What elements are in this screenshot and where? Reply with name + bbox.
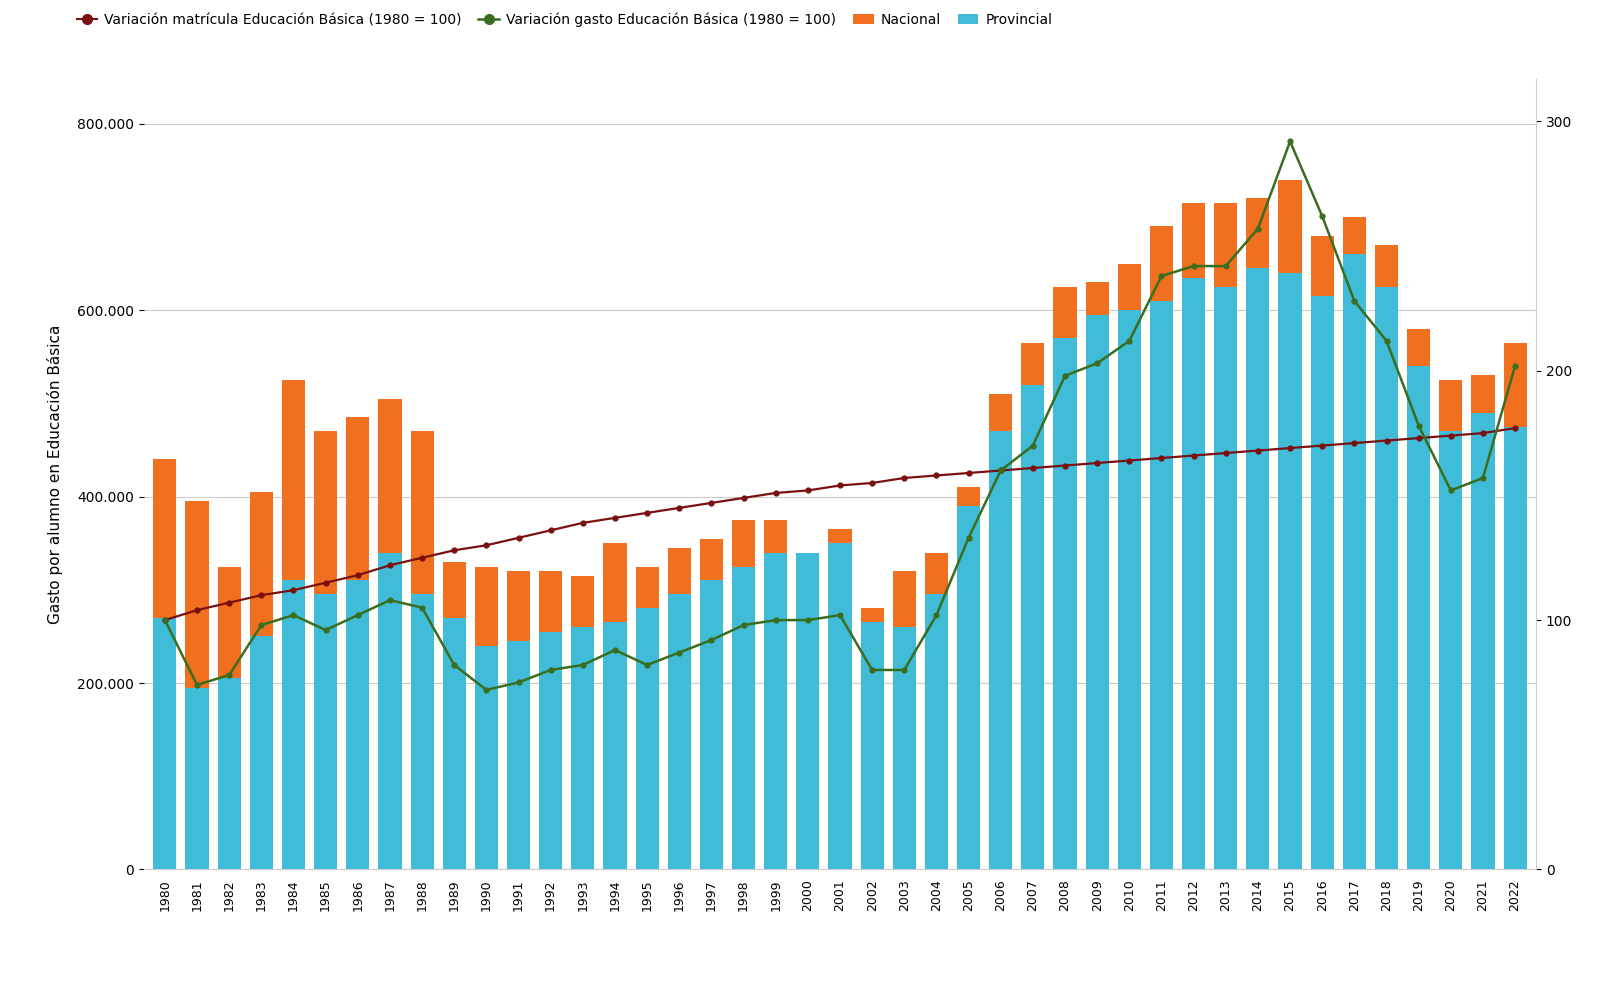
- Bar: [571, 576, 594, 627]
- Bar: [1406, 329, 1430, 367]
- Bar: [507, 641, 530, 869]
- Bar: [1278, 273, 1302, 869]
- Bar: [186, 501, 208, 688]
- Bar: [731, 520, 755, 566]
- Bar: [1310, 235, 1334, 296]
- Bar: [282, 380, 306, 581]
- Bar: [411, 432, 434, 595]
- Bar: [1118, 310, 1141, 869]
- Bar: [667, 595, 691, 869]
- Bar: [507, 571, 530, 641]
- Bar: [1504, 343, 1526, 427]
- Bar: [1086, 315, 1109, 869]
- Bar: [250, 492, 274, 636]
- Bar: [765, 520, 787, 552]
- Bar: [1182, 278, 1205, 869]
- Bar: [925, 552, 949, 595]
- Bar: [218, 679, 240, 869]
- Bar: [443, 618, 466, 869]
- Bar: [250, 636, 274, 869]
- Bar: [571, 627, 594, 869]
- Legend: Variación matrícula Educación Básica (1980 = 100), Variación gasto Educación Bás: Variación matrícula Educación Básica (19…: [70, 7, 1058, 33]
- Bar: [218, 566, 240, 679]
- Bar: [1150, 226, 1173, 301]
- Bar: [1440, 380, 1462, 432]
- Bar: [282, 581, 306, 869]
- Bar: [1086, 283, 1109, 315]
- Bar: [1021, 343, 1045, 384]
- Bar: [635, 566, 659, 609]
- Bar: [765, 552, 787, 869]
- Bar: [475, 646, 498, 869]
- Bar: [699, 581, 723, 869]
- Bar: [378, 399, 402, 552]
- Bar: [1310, 296, 1334, 869]
- Bar: [603, 543, 627, 622]
- Bar: [893, 571, 915, 627]
- Bar: [989, 394, 1013, 432]
- Bar: [829, 530, 851, 543]
- Bar: [829, 543, 851, 869]
- Bar: [1504, 427, 1526, 869]
- Bar: [1182, 203, 1205, 278]
- Bar: [539, 631, 562, 869]
- Bar: [635, 609, 659, 869]
- Bar: [1374, 245, 1398, 287]
- Bar: [314, 595, 338, 869]
- Bar: [1406, 367, 1430, 869]
- Bar: [1440, 432, 1462, 869]
- Bar: [731, 566, 755, 869]
- Bar: [893, 627, 915, 869]
- Bar: [797, 552, 819, 869]
- Bar: [1214, 203, 1237, 287]
- Bar: [1278, 180, 1302, 273]
- Bar: [1342, 217, 1366, 254]
- Bar: [154, 618, 176, 869]
- Bar: [411, 595, 434, 869]
- Bar: [989, 432, 1013, 869]
- Bar: [957, 487, 981, 506]
- Bar: [475, 566, 498, 646]
- Bar: [443, 562, 466, 618]
- Bar: [1374, 287, 1398, 869]
- Bar: [1021, 384, 1045, 869]
- Bar: [1246, 199, 1269, 269]
- Bar: [1342, 254, 1366, 869]
- Bar: [346, 581, 370, 869]
- Bar: [667, 548, 691, 595]
- Bar: [861, 622, 883, 869]
- Bar: [925, 595, 949, 869]
- Bar: [1214, 287, 1237, 869]
- Bar: [861, 609, 883, 622]
- Bar: [1150, 301, 1173, 869]
- Bar: [1246, 269, 1269, 869]
- Bar: [378, 552, 402, 869]
- Bar: [186, 688, 208, 869]
- Bar: [154, 459, 176, 618]
- Bar: [603, 622, 627, 869]
- Bar: [1053, 338, 1077, 869]
- Bar: [1472, 413, 1494, 869]
- Bar: [1118, 264, 1141, 310]
- Bar: [1472, 375, 1494, 413]
- Bar: [539, 571, 562, 631]
- Bar: [314, 432, 338, 595]
- Y-axis label: Gasto por alumno en Educación Básica: Gasto por alumno en Educación Básica: [48, 324, 64, 624]
- Bar: [346, 417, 370, 581]
- Bar: [699, 538, 723, 581]
- Bar: [957, 506, 981, 869]
- Bar: [1053, 287, 1077, 338]
